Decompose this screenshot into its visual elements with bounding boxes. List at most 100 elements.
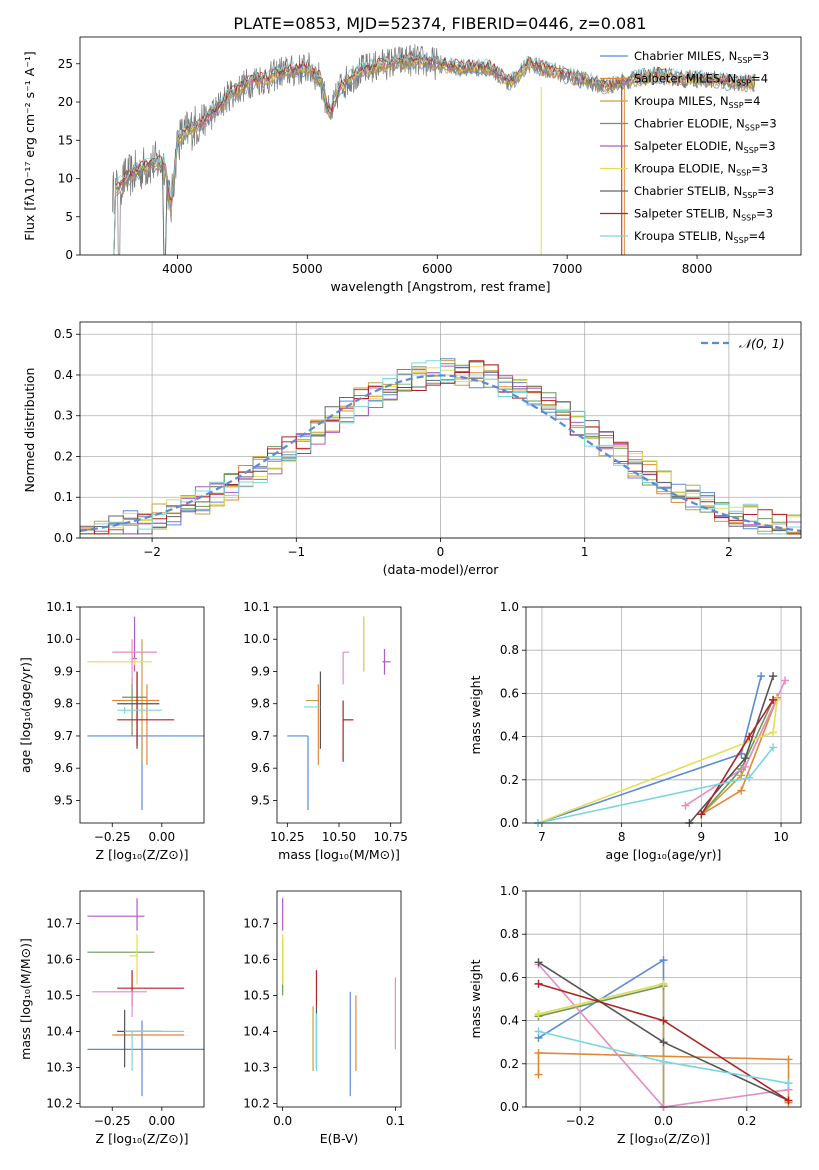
figure-title: PLATE=0853, MJD=52374, FIBERID=0446, z=0… <box>233 14 646 33</box>
weight-vs-Z-series-marker <box>784 1079 793 1088</box>
weight-vs-age-xtick-label: 10 <box>773 830 788 844</box>
age-vs-mass-ytick-label: 10.1 <box>243 600 270 614</box>
mass-vs-EBV-panel: 0.0 0.1 10.2 10.3 10.4 10.5 10.6 10.7 E(B-V) <box>243 890 405 1146</box>
mass-vs-Z-ytick-label: 10.2 <box>46 1096 73 1110</box>
spectrum-model-line-1 <box>112 61 756 255</box>
weight-vs-age-series-marker <box>769 672 778 681</box>
mass-vs-Z-point <box>87 1020 204 1097</box>
spectrum-legend-label: Salpeter MILES, NSSP=4 <box>634 72 768 88</box>
spectrum-ytick-label: 5 <box>65 210 73 224</box>
age-vs-Z-point <box>112 639 157 685</box>
weight-vs-age-xlabel: age [log₁₀(age/yr)] <box>606 847 722 862</box>
age-vs-Z-ytick-label: 9.7 <box>54 729 73 743</box>
age-vs-mass-ytick-label: 9.7 <box>251 729 270 743</box>
residuals-ytick-label: 0.1 <box>54 490 73 504</box>
weight-vs-Z-series-marker <box>659 1038 668 1047</box>
spectrum-xtick-label: 4000 <box>162 262 193 276</box>
residuals-ytick-label: 0.4 <box>54 368 73 382</box>
mass-vs-Z-xlabel: Z [log₁₀(Z/Z⊙)] <box>96 1131 189 1146</box>
weight-vs-Z-ytick-label: 0.0 <box>500 1100 519 1114</box>
age-vs-Z-point <box>112 684 160 765</box>
spectrum-model-line-6 <box>112 55 756 255</box>
mass-vs-Z-ytick-label: 10.6 <box>46 952 73 966</box>
weight-vs-age-series-marker <box>769 695 778 704</box>
weight-vs-age-series-marker <box>741 754 750 763</box>
spectrum-legend-label: Chabrier STELIB, NSSP=3 <box>634 184 774 200</box>
weight-vs-Z-frame <box>525 890 802 1108</box>
weight-vs-age-series-marker <box>681 801 690 810</box>
residuals-xtick-label: −2 <box>143 545 161 559</box>
spectrum-legend-label: Salpeter ELODIE, NSSP=3 <box>634 139 776 155</box>
mass-vs-EBV-ytick-label: 10.3 <box>243 1060 270 1074</box>
weight-vs-Z-series-marker <box>784 1055 793 1064</box>
weight-vs-age-ytick-label: 0.4 <box>500 730 519 744</box>
mass-vs-EBV-xtick-label: 0.1 <box>386 1114 405 1128</box>
weight-vs-age-series-line-8 <box>700 699 774 815</box>
mass-vs-Z-point <box>87 898 145 931</box>
age-vs-mass-xtick-label: 10.75 <box>373 830 407 844</box>
age-vs-Z-xtick-label: 0.00 <box>148 830 175 844</box>
mass-vs-Z-ytick-label: 10.4 <box>46 1024 73 1038</box>
residuals-frame <box>79 321 802 539</box>
age-vs-Z-ylabel: age [log₁₀(age/yr)] <box>18 657 33 773</box>
weight-vs-Z-plot-area <box>534 956 793 1111</box>
weight-vs-Z-xtick-label: 0.0 <box>654 1114 673 1128</box>
spectrum-frame <box>79 36 802 256</box>
weight-vs-age-frame <box>525 606 802 824</box>
mass-vs-Z-plot-area <box>87 898 204 1097</box>
spectrum-legend-label: Chabrier MILES, NSSP=3 <box>634 49 769 65</box>
spectrum-legend-label: Chabrier ELODIE, NSSP=3 <box>634 117 777 133</box>
mass-vs-EBV-ytick-label: 10.2 <box>243 1096 270 1110</box>
weight-vs-age-xtick-label: 8 <box>618 830 626 844</box>
age-vs-Z-ytick-label: 9.6 <box>54 761 73 775</box>
mass-vs-Z-frame <box>79 890 205 1108</box>
age-vs-mass-panel: 10.25 10.50 10.75 9.5 9.6 9.7 9.8 9.9 10.0 10.1 ma… <box>243 600 408 862</box>
spectrum-model-line-5 <box>112 55 756 255</box>
age-vs-Z-point <box>87 735 204 811</box>
age-vs-Z-ytick-label: 9.9 <box>54 664 73 678</box>
mass-vs-EBV-ytick-label: 10.7 <box>243 916 270 930</box>
weight-vs-Z-ytick-label: 0.2 <box>500 1057 519 1071</box>
mass-vs-Z-ylabel: mass [log₁₀(M/M⊙)] <box>18 938 33 1060</box>
weight-vs-age-series-marker <box>769 743 778 752</box>
spectrum-ylabel: Flux [fλ10⁻¹⁷ erg cm⁻² s⁻¹ A⁻¹] <box>22 51 37 240</box>
weight-vs-Z-series-marker <box>659 1016 668 1025</box>
spectrum-xtick-label: 6000 <box>422 262 453 276</box>
mass-vs-EBV-xtick-label: 0.0 <box>273 1114 292 1128</box>
weight-vs-age-ytick-label: 1.0 <box>500 600 519 614</box>
weight-vs-Z-series-marker <box>534 1010 543 1019</box>
residuals-ytick-label: 0.5 <box>54 327 73 341</box>
spectrum-xtick-label: 5000 <box>292 262 323 276</box>
age-vs-Z-ytick-label: 10.1 <box>46 600 73 614</box>
age-vs-mass-xtick-label: 10.25 <box>270 830 304 844</box>
age-vs-mass-xtick-label: 10.50 <box>322 830 356 844</box>
age-vs-Z-ytick-label: 9.8 <box>54 697 73 711</box>
spectrum-model-line-9 <box>112 51 755 255</box>
weight-vs-Z-series-marker <box>534 1070 543 1079</box>
spectrum-xtick-label: 8000 <box>682 262 713 276</box>
mass-vs-EBV-ytick-label: 10.5 <box>243 988 270 1002</box>
spectrum-legend-label: Kroupa MILES, NSSP=4 <box>634 94 760 110</box>
weight-vs-age-ytick-label: 0.2 <box>500 773 519 787</box>
weight-vs-Z-series-marker <box>534 1027 543 1036</box>
age-vs-mass-ytick-label: 9.8 <box>251 697 270 711</box>
mass-vs-Z-point <box>129 934 138 985</box>
weight-vs-age-ylabel: mass weight <box>468 675 483 754</box>
residuals-plot-area <box>80 358 801 538</box>
weight-vs-Z-ylabel: mass weight <box>468 959 483 1038</box>
age-vs-mass-point <box>382 648 391 675</box>
mass-vs-EBV-ytick-label: 10.6 <box>243 952 270 966</box>
spectrum-legend-label: Salpeter STELIB, NSSP=3 <box>634 207 773 223</box>
residuals-xtick-label: 2 <box>725 545 733 559</box>
mass-vs-Z-point <box>124 1030 185 1071</box>
mass-vs-Z-panel: −0.25 0.00 10.2 10.3 10.4 10.5 10.6 10.7 Z [log₁… <box>18 890 205 1146</box>
spectrum-ytick-label: 20 <box>58 95 73 109</box>
mass-vs-Z-point <box>117 1009 162 1068</box>
weight-vs-age-series-marker <box>745 732 754 741</box>
residuals-ylabel: Normed distribution <box>22 368 37 493</box>
age-vs-mass-point <box>287 735 309 811</box>
weight-vs-age-panel: 7 8 9 10 0.0 0.2 0.4 0.6 0.8 1.0 age [log₁₀(age/yr… <box>468 600 802 862</box>
age-vs-mass-frame <box>276 606 402 824</box>
weight-vs-Z-series-marker <box>534 958 543 967</box>
residuals-ytick-label: 0.0 <box>54 531 73 545</box>
